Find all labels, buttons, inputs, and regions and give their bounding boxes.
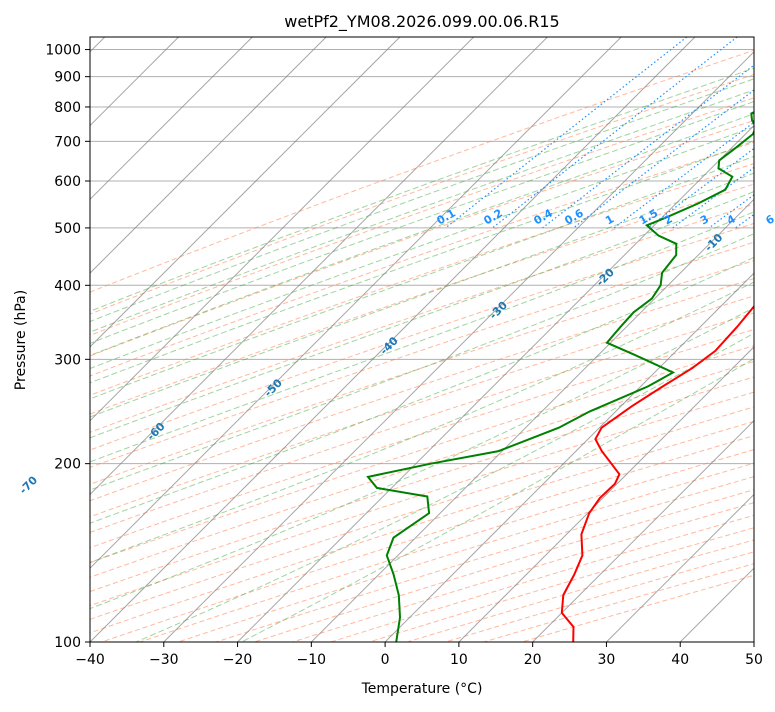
x-axis-label: Temperature (°C) (361, 681, 483, 697)
x-tick-label: 40 (671, 652, 689, 668)
x-tick-label: 10 (450, 652, 468, 668)
chart-title: wetPf2_YM08.2026.099.00.06.R15 (284, 12, 559, 32)
y-tick-label: 700 (54, 134, 81, 150)
x-tick-label: −40 (75, 652, 105, 668)
x-tick-label: 50 (745, 652, 763, 668)
x-tick-label: −30 (149, 652, 179, 668)
y-tick-label: 500 (54, 221, 81, 237)
x-tick-label: 20 (524, 652, 542, 668)
y-tick-label: 200 (54, 457, 81, 473)
y-tick-label: 300 (54, 352, 81, 368)
x-tick-label: 0 (381, 652, 390, 668)
y-axis-label: Pressure (hPa) (13, 290, 29, 390)
x-tick-label: −20 (223, 652, 253, 668)
y-tick-label: 1000 (45, 43, 81, 59)
x-tick-label: −10 (297, 652, 327, 668)
x-tick-label: 30 (598, 652, 616, 668)
y-tick-label: 100 (54, 635, 81, 651)
y-tick-label: 900 (54, 70, 81, 86)
y-tick-label: 400 (54, 278, 81, 294)
y-tick-label: 800 (54, 100, 81, 116)
y-tick-label: 600 (54, 174, 81, 190)
